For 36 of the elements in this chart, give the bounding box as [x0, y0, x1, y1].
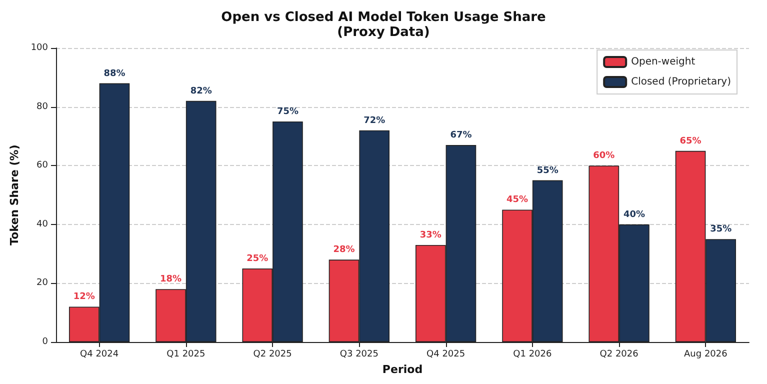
x-tick-label: Q3 2025	[340, 350, 378, 360]
y-tick-label: 60	[36, 160, 48, 171]
y-axis-title: Token Share (%)	[8, 144, 21, 246]
chart-title: Open vs Closed AI Model Token Usage Share	[221, 10, 546, 25]
data-label: 40%	[623, 210, 645, 220]
x-axis-title: Period	[382, 363, 423, 376]
y-tick-label: 80	[36, 102, 48, 112]
x-tick-label: Q4 2024	[80, 350, 119, 360]
legend-label: Closed (Proprietary)	[631, 76, 732, 88]
data-label: 12%	[73, 292, 95, 302]
x-tick-label: Q2 2026	[600, 350, 639, 360]
x-tick-label: Q1 2025	[166, 350, 206, 360]
data-label: 18%	[160, 274, 182, 285]
x-tick-label: Q1 2026	[513, 350, 552, 360]
data-label: 33%	[420, 230, 442, 240]
legend-label: Open-weight	[631, 56, 696, 68]
data-label: 45%	[506, 195, 528, 206]
data-label: 72%	[364, 116, 386, 126]
x-tick-label: Q2 2025	[253, 350, 292, 360]
data-label: 88%	[104, 68, 126, 79]
y-tick-label: 100	[30, 43, 48, 53]
data-label: 67%	[450, 130, 472, 141]
data-label: 65%	[680, 136, 702, 146]
data-label: 55%	[536, 166, 558, 176]
y-tick-label: 40	[36, 219, 48, 230]
y-tick-label: 20	[36, 278, 48, 288]
data-label: 82%	[190, 86, 212, 96]
data-label: 75%	[276, 107, 298, 117]
x-tick-label: Aug 2026	[684, 350, 728, 360]
data-label: 25%	[246, 254, 268, 264]
x-tick-label: Q4 2025	[426, 350, 466, 360]
y-tick-label: 0	[42, 337, 48, 347]
data-label: 35%	[710, 224, 732, 235]
data-label: 28%	[333, 245, 355, 256]
chart-subtitle: (Proxy Data)	[337, 25, 430, 40]
data-label: 60%	[593, 151, 615, 162]
